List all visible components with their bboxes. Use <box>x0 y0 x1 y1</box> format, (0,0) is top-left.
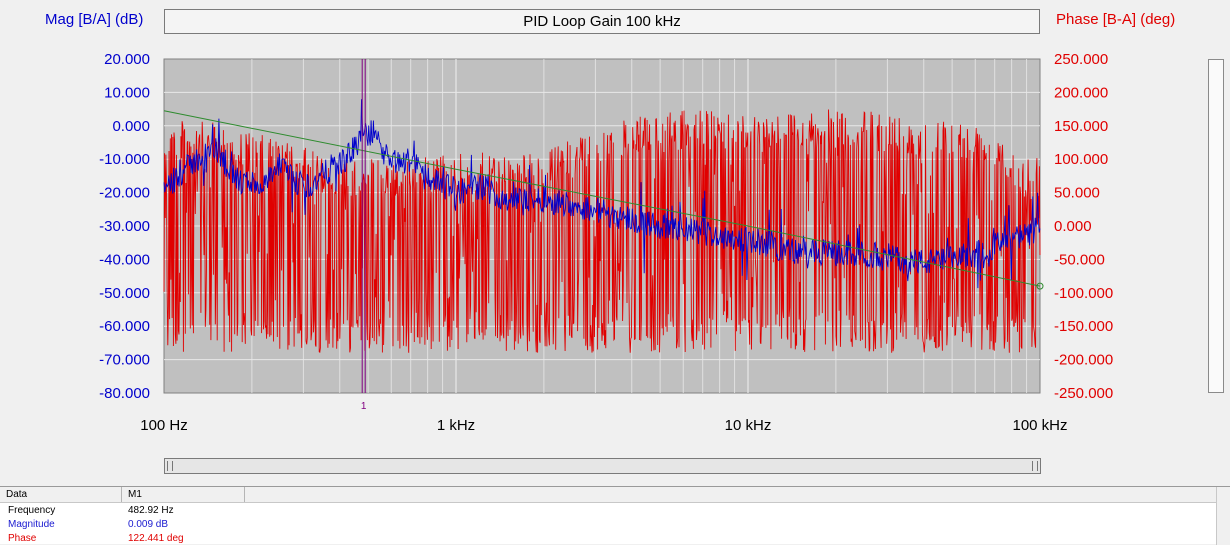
y-tick-label: -80.000 <box>99 385 150 402</box>
column-header-m1[interactable]: M1 <box>122 487 245 502</box>
y2-tick-label: 100.000 <box>1054 151 1108 168</box>
x-tick-label: 1 kHz <box>437 417 475 434</box>
row-value: 482.92 Hz <box>128 505 174 516</box>
y2-tick-label: 150.000 <box>1054 118 1108 135</box>
y-tick-label: -70.000 <box>99 352 150 369</box>
marker-data-panel: Data M1 Frequency 482.92 Hz Magnitude 0.… <box>0 486 1230 545</box>
x-tick-label: 100 Hz <box>140 417 188 434</box>
scroll-thumb-right-grip-icon[interactable] <box>1032 461 1038 471</box>
y-tick-label: 0.000 <box>112 118 150 135</box>
horizontal-scrollbar[interactable] <box>164 458 1041 474</box>
y-tick-label: -30.000 <box>99 218 150 235</box>
y2-tick-label: 0.000 <box>1054 218 1092 235</box>
y-tick-label: 20.000 <box>104 51 150 68</box>
row-label: Phase <box>8 533 37 544</box>
vertical-scrollbar[interactable] <box>1208 59 1224 393</box>
y2-tick-label: -250.000 <box>1054 385 1113 402</box>
y2-tick-label: -100.000 <box>1054 285 1113 302</box>
y2-tick-label: -200.000 <box>1054 352 1113 369</box>
row-value: 0.009 dB <box>128 519 169 530</box>
magnitude-axis-title: Mag [B/A] (dB) <box>45 11 144 28</box>
phase-axis-title: Phase [B-A] (deg) <box>1056 11 1176 28</box>
scroll-thumb-left-grip-icon[interactable] <box>167 461 173 471</box>
y-tick-label: -20.000 <box>99 185 150 202</box>
green-series-line <box>163 110 1041 287</box>
marker-label: 1 <box>361 401 367 412</box>
green-series-endpoint <box>1036 282 1044 290</box>
row-label: Frequency <box>8 505 56 516</box>
table-row-magnitude: Magnitude 0.009 dB <box>0 518 400 531</box>
phase-series-line <box>163 109 1041 353</box>
y2-tick-label: -150.000 <box>1054 318 1113 335</box>
x-tick-label: 10 kHz <box>725 417 772 434</box>
row-label: Magnitude <box>8 519 55 530</box>
table-row-frequency: Frequency 482.92 Hz <box>0 504 400 517</box>
chart-title: PID Loop Gain 100 kHz <box>523 13 681 30</box>
panel-vertical-scrollbar[interactable] <box>1216 487 1230 545</box>
chart-title-box: PID Loop Gain 100 kHz <box>164 9 1040 34</box>
column-header-data[interactable]: Data <box>0 487 122 502</box>
row-value: 122.441 deg <box>128 533 184 544</box>
y2-tick-label: 200.000 <box>1054 84 1108 101</box>
y-tick-label: -50.000 <box>99 285 150 302</box>
y-tick-label: 10.000 <box>104 84 150 101</box>
y2-tick-label: 50.000 <box>1054 185 1100 202</box>
y2-tick-label: 250.000 <box>1054 51 1108 68</box>
y-tick-label: -40.000 <box>99 251 150 268</box>
bode-chart[interactable]: 20.00010.0000.000-10.000-20.000-30.000-4… <box>0 0 1230 450</box>
table-row-phase: Phase 122.441 deg <box>0 532 400 545</box>
y2-tick-label: -50.000 <box>1054 251 1105 268</box>
y-tick-label: -60.000 <box>99 318 150 335</box>
x-tick-label: 100 kHz <box>1012 417 1067 434</box>
y-tick-label: -10.000 <box>99 151 150 168</box>
marker-table-header: Data M1 <box>0 487 1216 503</box>
